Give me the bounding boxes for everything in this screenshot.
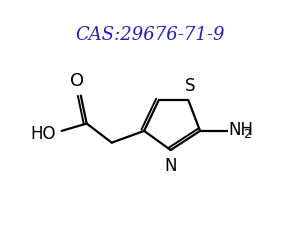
Text: HO: HO	[30, 125, 56, 143]
Text: NH: NH	[228, 121, 253, 139]
Text: 2: 2	[243, 128, 251, 141]
Text: O: O	[70, 72, 84, 90]
Text: S: S	[184, 77, 195, 95]
Text: CAS:29676-71-9: CAS:29676-71-9	[75, 26, 225, 44]
Text: N: N	[164, 156, 177, 174]
